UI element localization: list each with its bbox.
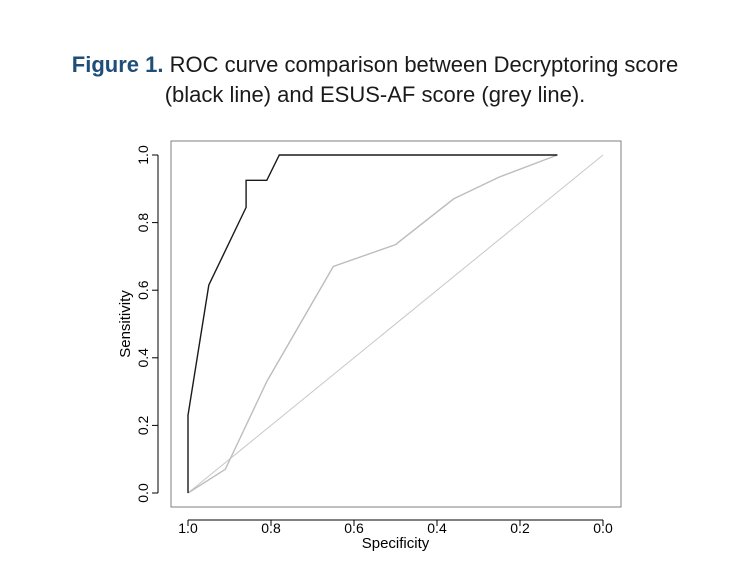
- y-tick-label: 1.0: [135, 145, 151, 165]
- caption-line-2: (black line) and ESUS-AF score (grey lin…: [164, 82, 586, 107]
- reference-diagonal-line: [187, 154, 604, 494]
- figure-label: Figure 1.: [71, 52, 164, 77]
- y-axis-title: Sensitivity: [117, 290, 134, 358]
- y-tick-label: 0.0: [135, 483, 151, 503]
- y-tick-label: 0.4: [135, 348, 151, 368]
- caption-text-1: ROC curve comparison between Decryptorin…: [169, 52, 679, 77]
- x-tick-label: 1.0: [178, 520, 198, 536]
- x-tick-label: 0.8: [261, 520, 281, 536]
- x-axis-title: Specificity: [362, 535, 430, 552]
- y-tick-label: 0.2: [135, 415, 151, 435]
- y-tick-label: 0.8: [135, 213, 151, 233]
- plot-frame: [170, 140, 622, 508]
- esus-af-roc-line: [187, 154, 558, 494]
- x-tick-label: 0.2: [510, 520, 530, 536]
- x-tick-label: 0.6: [344, 520, 364, 536]
- x-tick-label: 0.4: [427, 520, 447, 536]
- caption-line-1: Figure 1. ROC curve comparison between D…: [0, 50, 750, 80]
- figure-caption: Figure 1. ROC curve comparison between D…: [0, 50, 750, 110]
- x-tick-label: 0.0: [593, 520, 613, 536]
- y-tick-label: 0.6: [135, 280, 151, 300]
- decryptoring-roc-line: [187, 154, 558, 493]
